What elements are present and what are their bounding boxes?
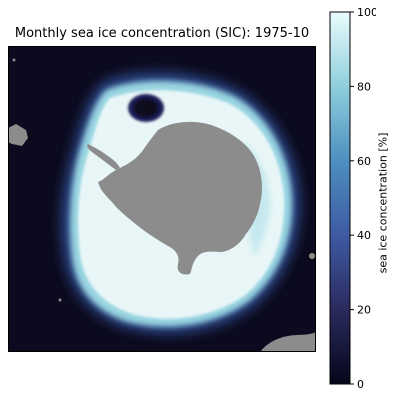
figure-title: Monthly sea ice concentration (SIC): 197… — [14, 26, 310, 41]
colorbar-tick-label: 40 — [357, 229, 371, 242]
colorbar-label-box: sea ice concentration [%] — [377, 133, 390, 274]
map-frame — [8, 46, 316, 352]
sub-antarctic-island — [309, 253, 315, 259]
colorbar-tick-label: 100 — [357, 6, 376, 19]
colorbar-tick-label: 20 — [357, 304, 371, 317]
colorbar-tick-label: 80 — [357, 80, 371, 93]
polynya-core — [134, 99, 158, 117]
colorbar-frame — [329, 11, 351, 385]
colorbar-tick-label: 0 — [357, 378, 364, 391]
antarctic-peninsula — [87, 144, 120, 170]
sub-antarctic-island — [12, 58, 16, 62]
antarctica-landmass — [98, 121, 262, 275]
south-america-tip — [8, 124, 28, 146]
colorbar-tick-label: 60 — [357, 155, 371, 168]
colorbar-label: sea ice concentration [%] — [376, 132, 390, 274]
colorbar-ticks: 0 20 40 60 80 100 — [350, 6, 376, 391]
colorbar: 0 20 40 60 80 100 — [329, 6, 376, 391]
sea-ice-map — [8, 46, 316, 352]
colorbar-gradient — [330, 12, 350, 384]
sub-antarctic-island — [58, 298, 62, 302]
australia-corner — [260, 332, 316, 352]
